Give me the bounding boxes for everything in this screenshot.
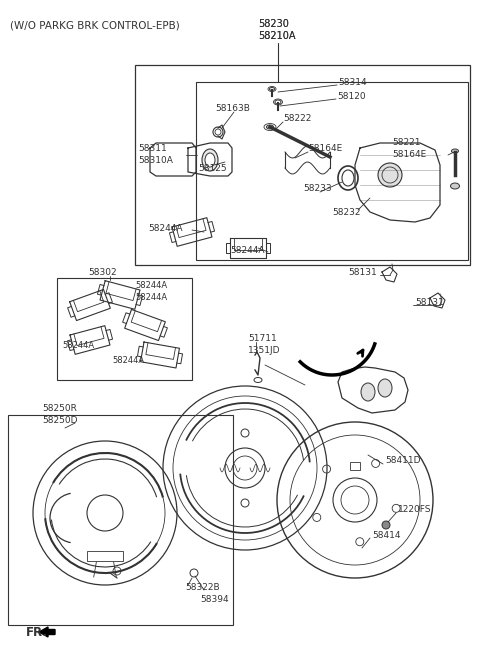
Circle shape [382, 521, 390, 529]
Text: 58244A: 58244A [135, 281, 167, 289]
Ellipse shape [451, 183, 459, 189]
Bar [87, 551, 123, 561]
Ellipse shape [269, 88, 275, 90]
Text: 58210A: 58210A [258, 31, 296, 41]
Bar [196, 82, 468, 260]
Text: 58230: 58230 [258, 19, 289, 29]
Ellipse shape [378, 379, 392, 397]
Text: 58244A: 58244A [230, 245, 264, 255]
Text: 58302: 58302 [88, 267, 117, 277]
Text: 1220FS: 1220FS [398, 505, 432, 515]
Ellipse shape [361, 383, 375, 401]
Text: 58314: 58314 [338, 78, 367, 86]
Text: 58210A: 58210A [258, 31, 296, 41]
Text: 58244A: 58244A [62, 340, 94, 350]
Text: 51711: 51711 [248, 334, 277, 342]
Text: 58131: 58131 [415, 297, 444, 307]
Text: 58311: 58311 [138, 144, 167, 152]
Ellipse shape [202, 149, 218, 171]
Text: (W/O PARKG BRK CONTROL-EPB): (W/O PARKG BRK CONTROL-EPB) [10, 20, 180, 30]
Text: 58233: 58233 [303, 184, 332, 192]
Text: 58164E: 58164E [392, 150, 426, 158]
FancyArrow shape [39, 627, 55, 637]
Text: 58164E: 58164E [308, 144, 342, 152]
Text: 58131: 58131 [348, 267, 377, 277]
Text: 58394: 58394 [200, 595, 228, 604]
Bar [135, 65, 470, 265]
Ellipse shape [266, 125, 274, 129]
Ellipse shape [275, 100, 281, 104]
Text: 58222: 58222 [283, 114, 312, 122]
Text: 58221: 58221 [392, 138, 420, 146]
Text: 58310A: 58310A [138, 156, 173, 164]
Text: 58250R: 58250R [42, 404, 77, 412]
Ellipse shape [452, 149, 458, 153]
Text: 58322B: 58322B [185, 583, 220, 591]
Bar [57, 278, 192, 380]
Bar [350, 462, 360, 470]
Text: FR.: FR. [26, 626, 48, 638]
Text: 58163B: 58163B [215, 104, 250, 112]
Text: 58414: 58414 [372, 531, 400, 539]
Ellipse shape [205, 153, 215, 167]
Text: 58230: 58230 [258, 19, 289, 29]
Text: 58411D: 58411D [385, 456, 420, 464]
Text: 58244A: 58244A [112, 356, 144, 364]
Circle shape [378, 163, 402, 187]
Text: 58120: 58120 [337, 92, 366, 100]
Text: 58232: 58232 [332, 207, 360, 217]
Text: 58244A: 58244A [148, 223, 182, 233]
Text: 1351JD: 1351JD [248, 346, 280, 354]
Text: 58125: 58125 [198, 164, 227, 172]
Text: 58250D: 58250D [42, 416, 77, 424]
Text: 58244A: 58244A [135, 293, 167, 301]
Bar [8, 415, 233, 625]
